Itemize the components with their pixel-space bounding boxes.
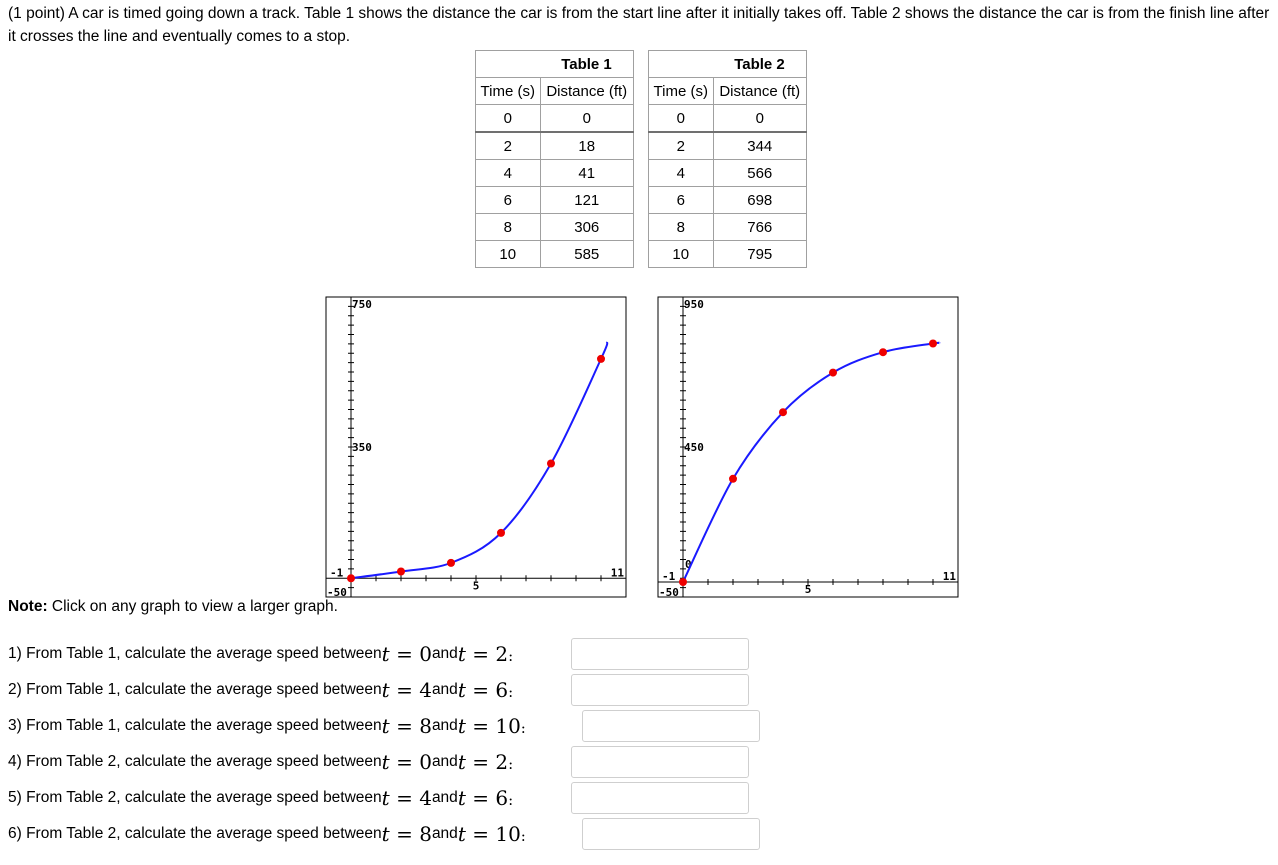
question-5: 5) From Table 2, calculate the average s… (8, 786, 514, 810)
x-mid-label: 5 (805, 583, 812, 596)
question-4: 4) From Table 2, calculate the average s… (8, 750, 514, 774)
graph-frame (325, 296, 627, 598)
math-expression: t = 4 (381, 678, 432, 702)
column-header: Distance (ft) (539, 77, 634, 105)
question-6: 6) From Table 2, calculate the average s… (8, 822, 526, 846)
answer-input-6[interactable] (582, 818, 760, 850)
question-3: 3) From Table 1, calculate the average s… (8, 714, 526, 738)
y-mid-label: 350 (352, 441, 372, 454)
table-row: 8 766 (648, 213, 807, 241)
table-caption: Table 2 (713, 50, 807, 78)
math-expression: t = 0 (381, 642, 432, 666)
column-header: Time (s) (648, 77, 714, 105)
table-row: 8 306 (475, 213, 634, 241)
table-row: 2 344 (648, 131, 807, 160)
y-bottom-label: -50 (659, 586, 679, 598)
answer-input-1[interactable] (571, 638, 749, 670)
graph-note: Note: Click on any graph to view a large… (8, 598, 338, 615)
answer-input-2[interactable] (571, 674, 749, 706)
question-text: 6) From Table 2, calculate the average s… (8, 825, 382, 842)
math-expression: t = 2: (457, 750, 514, 774)
data-point (829, 368, 837, 377)
answer-input-3[interactable] (582, 710, 760, 742)
question-1: 1) From Table 1, calculate the average s… (8, 642, 514, 666)
answer-input-5[interactable] (571, 782, 749, 814)
data-point (779, 408, 787, 417)
y-top-label: 750 (352, 298, 372, 311)
data-point (597, 354, 605, 363)
question-text: 5) From Table 2, calculate the average s… (8, 789, 382, 806)
x-left-label: -1 (330, 566, 344, 579)
data-point (397, 567, 405, 576)
table-row: 6 698 (648, 186, 807, 214)
data-point (879, 348, 887, 357)
data-point (679, 578, 687, 586)
question-text: 2) From Table 1, calculate the average s… (8, 681, 382, 698)
table-row: 10 795 (648, 240, 807, 268)
table-caption: Table 1 (540, 50, 634, 78)
data-point (729, 474, 737, 483)
table-row: 2 18 (475, 131, 634, 160)
y-zero-label: 0 (685, 558, 692, 571)
math-expression: t = 6: (457, 678, 514, 702)
answer-input-4[interactable] (571, 746, 749, 778)
question-2: 2) From Table 1, calculate the average s… (8, 678, 514, 702)
question-text: 4) From Table 2, calculate the average s… (8, 753, 382, 770)
x-right-label: 11 (611, 566, 625, 579)
math-expression: t = 2: (457, 642, 514, 666)
graph-table-2[interactable]: 950 450 -50 -1 5 11 0 (657, 296, 959, 598)
math-expression: t = 8 (381, 822, 432, 846)
data-point (547, 459, 555, 468)
math-expression: t = 10: (457, 822, 526, 846)
question-text: 3) From Table 1, calculate the average s… (8, 717, 382, 734)
math-expression: t = 6: (457, 786, 514, 810)
data-point (347, 574, 355, 583)
math-expression: t = 4 (381, 786, 432, 810)
question-text: 1) From Table 1, calculate the average s… (8, 645, 382, 662)
graph-table-1[interactable]: 750 350 -50 -1 5 11 (325, 296, 627, 598)
x-mid-label: 5 (473, 579, 480, 592)
column-header: Time (s) (475, 77, 541, 105)
table-row: 4 566 (648, 159, 807, 187)
data-point (929, 339, 937, 348)
math-expression: t = 0 (381, 750, 432, 774)
x-right-label: 11 (943, 570, 957, 583)
problem-statement: (1 point) A car is timed going down a tr… (8, 5, 1270, 45)
table-row: 10 585 (475, 240, 634, 268)
y-bottom-label: -50 (327, 586, 347, 598)
math-expression: t = 8 (381, 714, 432, 738)
math-expression: t = 10: (457, 714, 526, 738)
data-point (497, 528, 505, 537)
table-row: 4 41 (475, 159, 634, 187)
x-left-label: -1 (662, 570, 676, 583)
table-row: 6 121 (475, 186, 634, 214)
column-header: Distance (ft) (712, 77, 807, 105)
data-point (447, 558, 455, 567)
y-top-label: 950 (684, 298, 704, 311)
y-mid-label: 450 (684, 441, 704, 454)
